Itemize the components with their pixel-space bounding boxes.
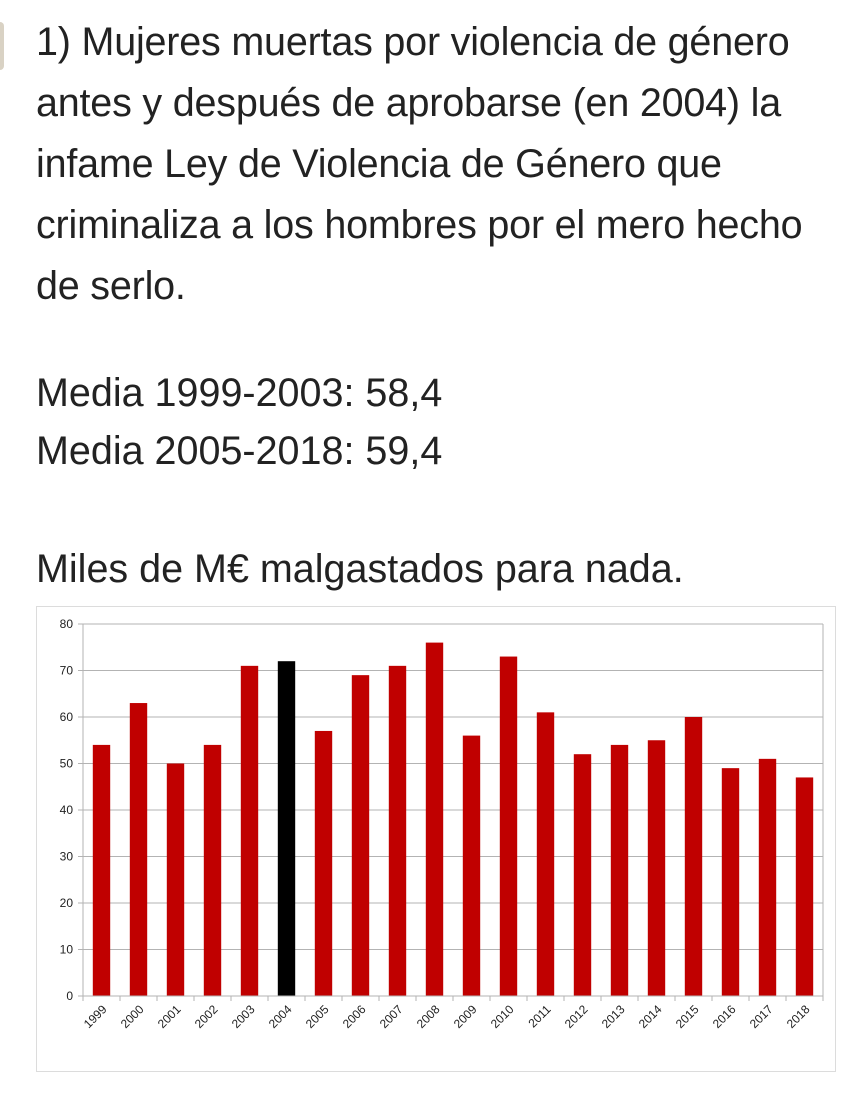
x-tick-label: 2006: [340, 1002, 369, 1031]
bar-2013: [610, 744, 629, 996]
bar-2000: [129, 703, 148, 996]
bar-2006: [351, 675, 370, 996]
y-tick-label: 50: [60, 757, 74, 771]
x-tick-label: 2011: [525, 1002, 553, 1030]
x-tick-label: 2001: [155, 1002, 184, 1031]
post-tagline: Miles de M€ malgastados para nada.: [36, 547, 684, 591]
bar-2001: [166, 763, 185, 996]
x-tick-label: 2005: [303, 1002, 332, 1031]
x-tick-label: 2003: [229, 1002, 258, 1031]
x-tick-label: 2008: [414, 1002, 443, 1031]
y-tick-label: 70: [60, 664, 74, 678]
y-tick-label: 10: [60, 943, 74, 957]
bar-2003: [240, 665, 259, 996]
x-tick-label: 2012: [562, 1002, 591, 1031]
bar-chart: 0 10 20 30 40 50 60 70 80 1999 2000 2001 2002 2003 200…: [60, 617, 824, 1031]
post-headline: 1) Mujeres muertas por violencia de géne…: [36, 20, 803, 308]
x-tick-label: 2010: [488, 1002, 517, 1031]
bar-2008: [425, 642, 444, 996]
bar-2009: [462, 735, 481, 996]
bar-2016: [721, 768, 740, 996]
x-tick-label: 2004: [266, 1002, 295, 1031]
x-tick-label: 2002: [192, 1002, 221, 1031]
bar-2011: [536, 712, 555, 996]
x-tick-label: 2000: [118, 1002, 147, 1031]
stat-after: Media 2005-2018: 59,4: [36, 429, 443, 473]
y-tick-label: 40: [60, 803, 74, 817]
x-tick-label: 2015: [673, 1002, 702, 1031]
x-tick-label: 2017: [747, 1002, 776, 1031]
x-tick-label: 2009: [451, 1002, 480, 1031]
bar-2005: [314, 730, 333, 996]
x-tick-label: 2013: [599, 1002, 628, 1031]
bar-2004: [277, 661, 296, 996]
stat-before: Media 1999-2003: 58,4: [36, 371, 443, 415]
y-tick-label: 0: [66, 989, 73, 1003]
bar-2012: [573, 754, 592, 996]
edge-mark: [0, 22, 4, 70]
top-strip: [0, 0, 858, 10]
y-tick-label: 80: [60, 617, 74, 631]
x-tick-label: 2016: [710, 1002, 739, 1031]
y-tick-label: 60: [60, 710, 74, 724]
bar-2007: [388, 665, 407, 996]
bar-1999: [92, 744, 111, 996]
bar-2015: [684, 717, 703, 996]
x-tick-label: 1999: [81, 1002, 110, 1031]
x-tick-label: 2007: [377, 1002, 406, 1031]
x-tick-label: 2018: [784, 1002, 813, 1031]
x-tick-label: 2014: [636, 1002, 665, 1031]
bar-2002: [203, 744, 222, 996]
bar-2017: [758, 758, 777, 996]
bar-2014: [647, 740, 666, 996]
bar-2010: [499, 656, 518, 996]
y-tick-label: 30: [60, 850, 74, 864]
chart-container: 0 10 20 30 40 50 60 70 80 1999 2000 2001 2002 2003 200…: [36, 606, 836, 1072]
y-tick-label: 20: [60, 896, 74, 910]
bar-2018: [795, 777, 814, 996]
